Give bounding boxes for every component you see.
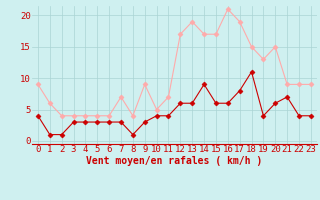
X-axis label: Vent moyen/en rafales ( km/h ): Vent moyen/en rafales ( km/h ) <box>86 156 262 166</box>
